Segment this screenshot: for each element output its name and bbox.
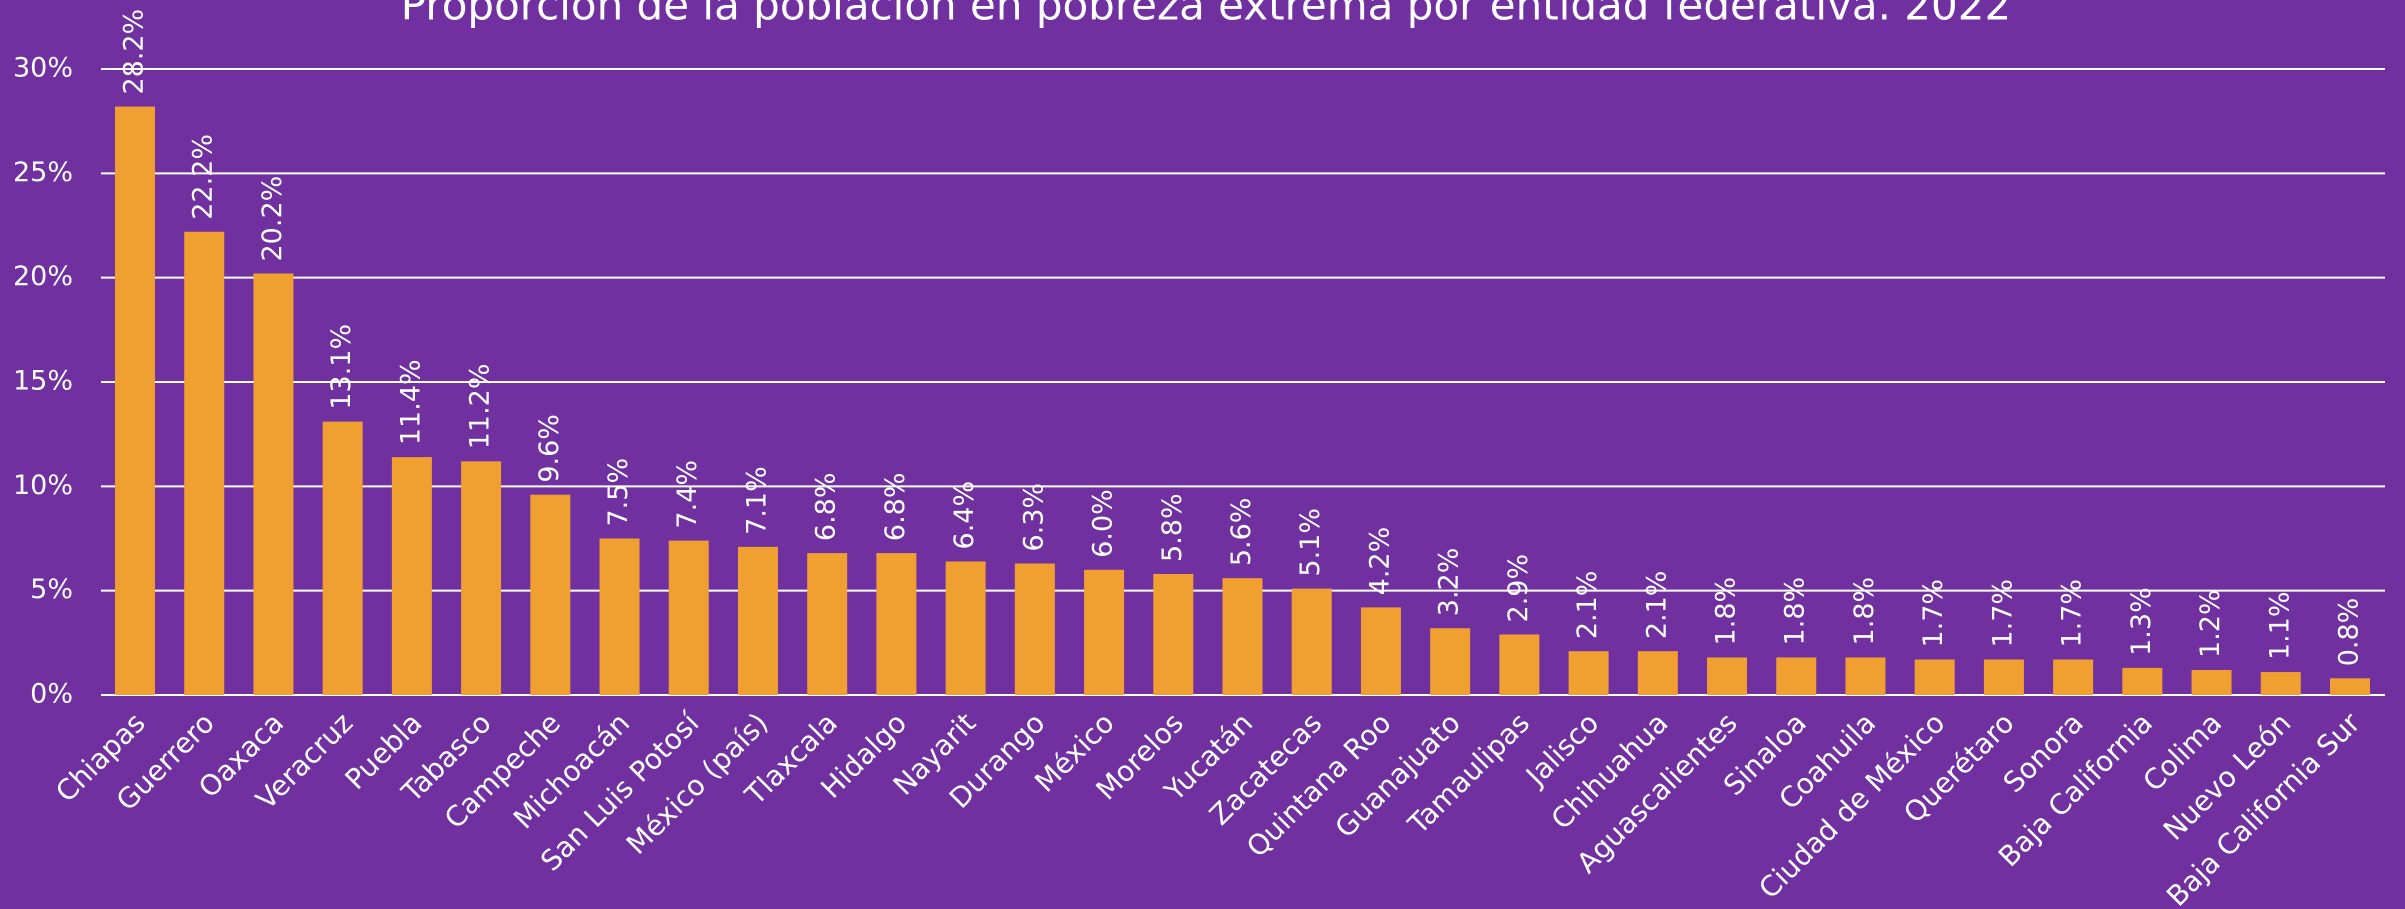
bar xyxy=(530,494,571,695)
value-label: 1.1% xyxy=(2264,591,2295,660)
value-label: 6.8% xyxy=(811,472,842,541)
value-label: 13.1% xyxy=(326,324,357,410)
value-label: 20.2% xyxy=(257,176,288,262)
value-label: 5.8% xyxy=(1157,493,1188,562)
y-tick-label: 25% xyxy=(13,157,73,188)
value-label: 1.2% xyxy=(2195,589,2226,658)
y-tick-label: 5% xyxy=(30,574,73,605)
bar xyxy=(461,461,502,695)
bar xyxy=(322,421,363,695)
value-label: 2.9% xyxy=(1503,554,1534,623)
bar xyxy=(2330,678,2370,695)
y-tick-label: 0% xyxy=(30,679,73,710)
value-label: 2.1% xyxy=(1572,571,1603,640)
value-label: 5.6% xyxy=(1226,498,1257,567)
bar xyxy=(2191,669,2232,695)
value-label: 1.7% xyxy=(1918,579,1949,648)
value-label: 1.7% xyxy=(1987,579,2018,648)
bar xyxy=(1776,657,1817,695)
bar xyxy=(1707,657,1748,695)
value-label: 1.8% xyxy=(1711,577,1742,646)
bar xyxy=(1568,651,1609,695)
value-label: 7.1% xyxy=(741,466,772,535)
value-label: 3.2% xyxy=(1434,548,1465,617)
bar xyxy=(1153,573,1194,695)
bar xyxy=(876,553,917,695)
value-label: 6.3% xyxy=(1018,483,1049,552)
bar xyxy=(737,546,778,695)
bar xyxy=(1983,659,2024,695)
bar xyxy=(2122,667,2163,695)
value-label: 9.6% xyxy=(534,414,565,483)
value-label: 11.4% xyxy=(395,359,426,445)
bar xyxy=(115,106,155,695)
value-label: 28.2% xyxy=(119,9,150,95)
y-tick-label: 15% xyxy=(13,366,73,397)
value-label: 5.1% xyxy=(1295,508,1326,577)
bar xyxy=(391,457,432,695)
value-label: 6.0% xyxy=(1088,489,1119,558)
value-label: 11.2% xyxy=(465,364,496,450)
bar xyxy=(807,553,848,695)
value-label: 1.7% xyxy=(2057,579,2088,648)
chart-title: Proporción de la población en pobreza ex… xyxy=(401,0,2011,30)
bar xyxy=(253,273,294,695)
value-label: 1.8% xyxy=(1849,577,1880,646)
value-label: 6.8% xyxy=(880,472,911,541)
bar xyxy=(668,540,709,695)
y-tick-label: 10% xyxy=(13,470,73,501)
bar xyxy=(2260,672,2301,695)
value-label: 2.1% xyxy=(1641,571,1672,640)
bar xyxy=(1360,607,1401,695)
bar xyxy=(945,561,986,695)
value-label: 4.2% xyxy=(1364,527,1395,596)
bar xyxy=(1914,659,1955,695)
bar xyxy=(1291,588,1332,695)
value-label: 1.3% xyxy=(2126,587,2157,656)
bar xyxy=(1014,563,1055,695)
bar xyxy=(2053,659,2094,695)
bar xyxy=(1222,578,1263,695)
value-label: 22.2% xyxy=(188,134,219,220)
value-label: 1.8% xyxy=(1780,577,1811,646)
bar xyxy=(1430,628,1471,695)
bar xyxy=(1499,634,1540,695)
bar xyxy=(599,538,640,695)
value-label: 6.4% xyxy=(949,481,980,550)
bar xyxy=(1084,569,1125,695)
bar xyxy=(1637,651,1678,695)
bar xyxy=(184,231,225,695)
value-label: 7.5% xyxy=(603,458,634,527)
y-tick-label: 30% xyxy=(13,53,73,84)
y-tick-label: 20% xyxy=(13,261,73,292)
bar xyxy=(1845,657,1886,695)
value-label: 0.8% xyxy=(2334,598,2365,667)
value-label: 7.4% xyxy=(672,460,703,529)
